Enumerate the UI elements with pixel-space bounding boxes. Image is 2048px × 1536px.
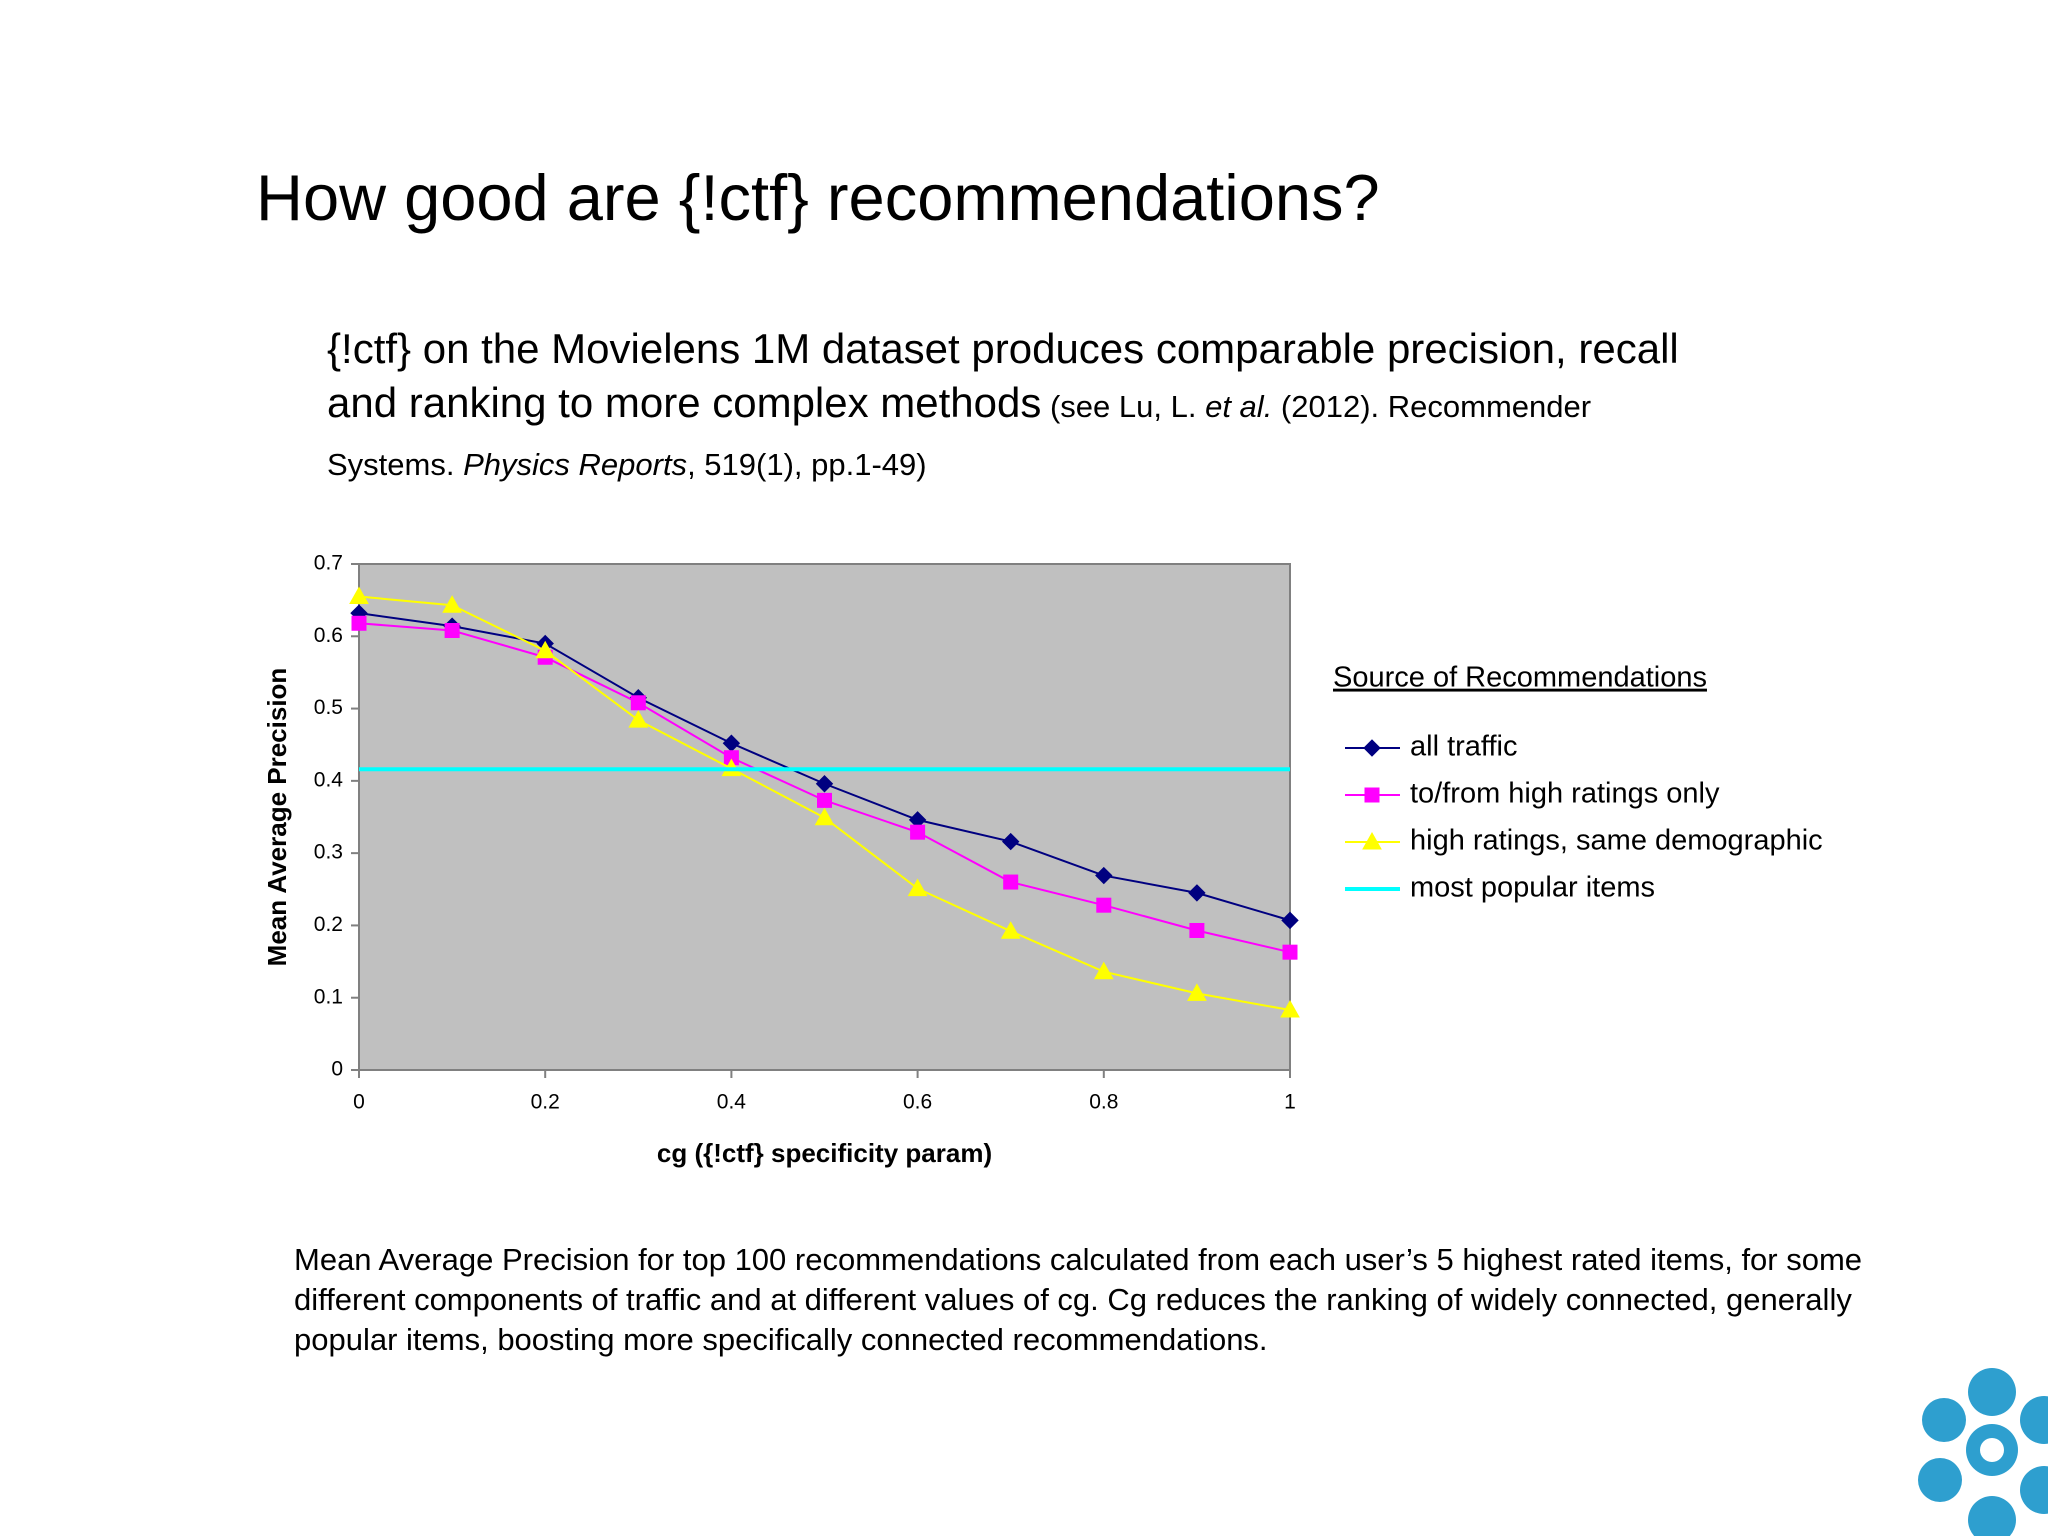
intro-part: (see Lu, L.: [1041, 389, 1206, 424]
legend-marker: [1362, 831, 1382, 850]
marker: [817, 792, 832, 808]
x-tick-label: 0.4: [717, 1091, 747, 1114]
y-axis-label: Mean Average Precision: [262, 668, 292, 967]
marker: [814, 807, 835, 826]
legend-label: all traffic: [1410, 731, 1517, 763]
marker: [1188, 884, 1206, 902]
intro-part: et al.: [1205, 389, 1273, 424]
y-tick-label: 0.4: [314, 768, 344, 791]
marker: [1093, 961, 1114, 980]
marker: [1189, 922, 1205, 938]
marker: [1282, 944, 1298, 960]
intro-part: Physics Reports: [463, 447, 688, 482]
intro-part: (2012). Recommender Systems.: [327, 389, 1592, 482]
x-tick-label: 0.8: [1089, 1091, 1118, 1114]
legend-marker: [1364, 787, 1380, 803]
y-tick-label: 0.3: [314, 841, 343, 864]
legend-label: most popular items: [1410, 872, 1655, 904]
y-tick-label: 0.6: [314, 624, 343, 647]
x-tick-label: 1: [1284, 1091, 1296, 1114]
marker: [1001, 832, 1020, 851]
legend-title: Source of Recommendations: [1333, 662, 1707, 694]
marker: [630, 695, 646, 711]
marker: [907, 878, 928, 897]
marker: [444, 623, 460, 639]
marker: [1095, 866, 1113, 885]
x-axis-label: cg ({!ctf} specificity param): [657, 1138, 992, 1168]
marker: [1096, 897, 1112, 913]
y-tick-label: 0.2: [314, 913, 343, 936]
y-tick-label: 0.7: [314, 552, 343, 575]
marker: [1187, 983, 1207, 1001]
marker: [628, 710, 649, 728]
marker: [815, 775, 834, 793]
intro-part: , 519(1), pp.1-49): [687, 447, 927, 482]
intro-text: {!ctf} on the Movielens 1M dataset produ…: [327, 322, 1717, 492]
marker: [910, 824, 926, 840]
logo: [1918, 1368, 2048, 1536]
marker: [351, 615, 367, 631]
marker: [442, 595, 462, 613]
legend-label: high ratings, same demographic: [1410, 825, 1823, 857]
intro-part: {!ctf} on the Movielens 1M dataset produ…: [327, 325, 1679, 426]
marker: [1000, 921, 1021, 939]
y-tick-label: 0.1: [314, 985, 343, 1008]
x-tick-label: 0.6: [903, 1091, 932, 1114]
caption: Mean Average Precision for top 100 recom…: [294, 1242, 1863, 1357]
marker: [349, 586, 369, 605]
y-tick-label: 0.5: [314, 696, 343, 719]
x-tick-label: 0.2: [531, 1091, 560, 1114]
x-tick-label: 0: [353, 1091, 365, 1114]
marker: [535, 640, 556, 659]
legend-marker: [1363, 739, 1381, 757]
slide-title: How good are {!ctf} recommendations?: [256, 161, 1380, 234]
y-tick-label: 0: [331, 1058, 343, 1081]
marker: [1003, 874, 1019, 890]
legend-label: to/from high ratings only: [1410, 778, 1720, 810]
marker: [1281, 911, 1299, 930]
marker: [1280, 999, 1300, 1018]
